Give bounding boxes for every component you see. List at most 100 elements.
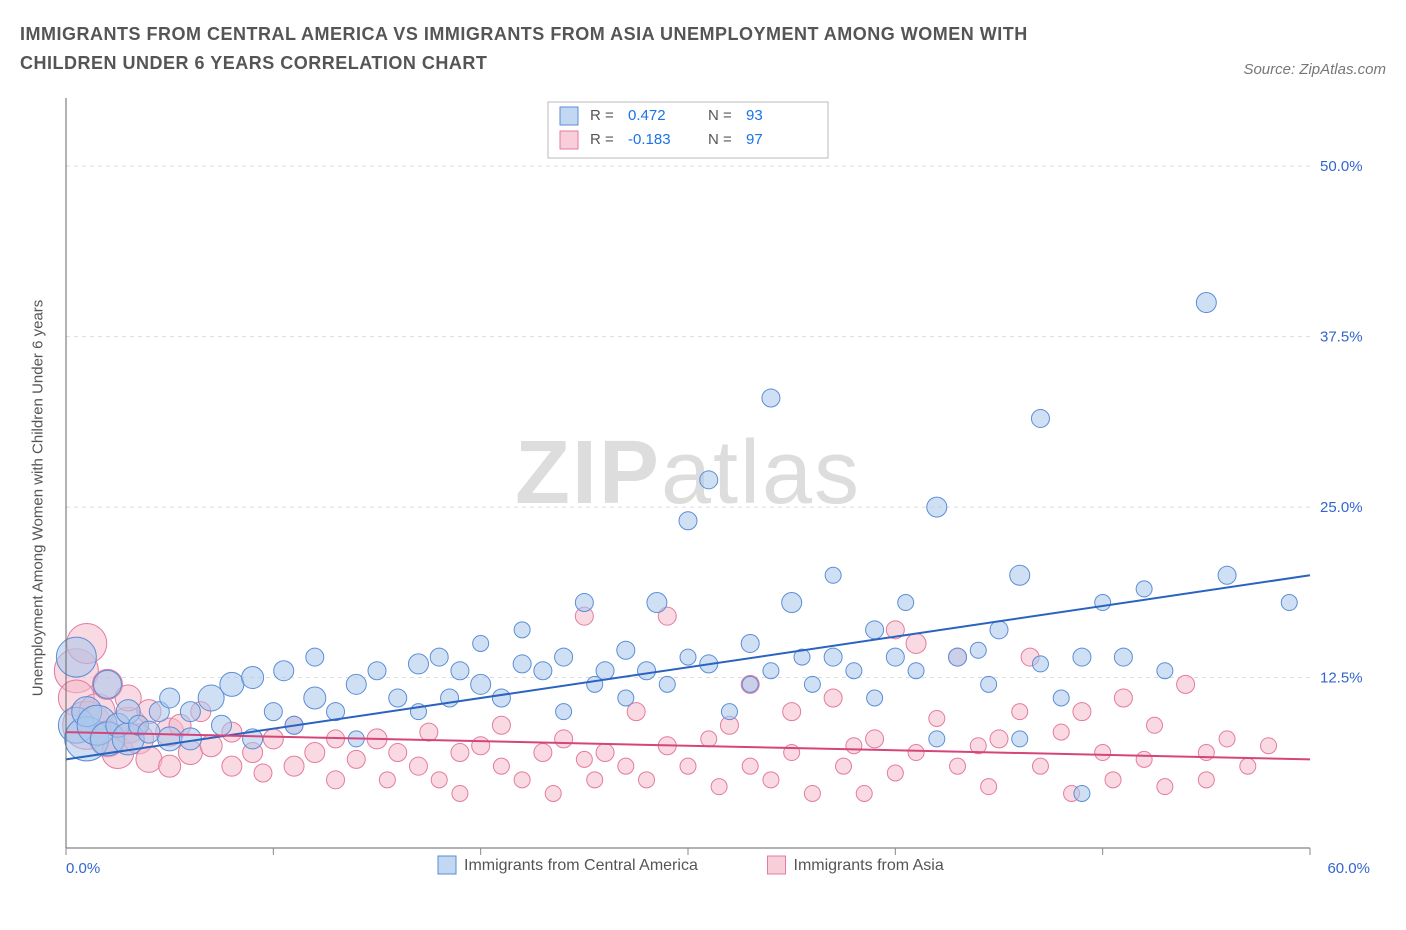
data-point: [222, 756, 242, 776]
data-point: [493, 758, 509, 774]
data-point: [347, 750, 365, 768]
data-point: [887, 765, 903, 781]
data-point: [180, 701, 200, 721]
data-point: [929, 710, 945, 726]
data-point: [1157, 778, 1173, 794]
scatter-chart: 12.5%25.0%37.5%50.0%ZIPatlas0.0%60.0%Imm…: [20, 88, 1386, 908]
stats-swatch: [560, 107, 578, 125]
y-tick-label: 12.5%: [1320, 669, 1363, 686]
data-point: [575, 593, 593, 611]
data-point: [824, 689, 842, 707]
data-point: [804, 676, 820, 692]
data-point: [804, 785, 820, 801]
data-point: [274, 660, 294, 680]
data-point: [782, 592, 802, 612]
stat-n-label: N =: [708, 131, 732, 148]
data-point: [93, 670, 121, 698]
data-point: [741, 634, 759, 652]
data-point: [929, 731, 945, 747]
data-point: [1074, 785, 1090, 801]
data-point: [1053, 690, 1069, 706]
chart-area: Unemployment Among Women with Children U…: [20, 88, 1386, 908]
legend-swatch: [438, 856, 456, 874]
data-point: [742, 676, 758, 692]
data-point: [867, 690, 883, 706]
data-point: [473, 635, 489, 651]
data-point: [1196, 292, 1216, 312]
data-point: [576, 751, 592, 767]
data-point: [1073, 648, 1091, 666]
chart-title: IMMIGRANTS FROM CENTRAL AMERICA VS IMMIG…: [20, 20, 1120, 78]
data-point: [452, 785, 468, 801]
data-point: [242, 666, 264, 688]
data-point: [825, 567, 841, 583]
data-point: [618, 690, 634, 706]
stat-r-value: 0.472: [628, 107, 666, 124]
data-point: [1053, 724, 1069, 740]
stat-n-value: 93: [746, 107, 763, 124]
data-point: [1031, 409, 1049, 427]
data-point: [1095, 744, 1111, 760]
data-point: [1261, 737, 1277, 753]
legend-swatch: [768, 856, 786, 874]
data-point: [492, 716, 510, 734]
data-point: [970, 642, 986, 658]
source-label: Source: ZipAtlas.com: [1243, 61, 1386, 78]
data-point: [389, 689, 407, 707]
data-point: [513, 655, 531, 673]
data-point: [138, 721, 160, 743]
data-point: [220, 672, 244, 696]
data-point: [1177, 675, 1195, 693]
data-point: [514, 621, 530, 637]
data-point: [866, 620, 884, 638]
data-point: [596, 743, 614, 761]
data-point: [981, 778, 997, 794]
data-point: [898, 594, 914, 610]
y-axis-title: Unemployment Among Women with Children U…: [30, 299, 47, 696]
data-point: [1105, 771, 1121, 787]
data-point: [471, 674, 491, 694]
data-point: [264, 702, 282, 720]
data-point: [638, 661, 656, 679]
data-point: [159, 755, 181, 777]
data-point: [1136, 751, 1152, 767]
data-point: [492, 689, 510, 707]
data-point: [866, 730, 884, 748]
data-point: [1281, 594, 1297, 610]
data-point: [1219, 731, 1235, 747]
data-point: [451, 743, 469, 761]
y-tick-label: 50.0%: [1320, 158, 1363, 175]
data-point: [949, 648, 967, 666]
data-point: [451, 661, 469, 679]
data-point: [721, 703, 737, 719]
data-point: [1114, 648, 1132, 666]
data-point: [555, 730, 573, 748]
data-point: [56, 637, 96, 677]
data-point: [430, 648, 448, 666]
data-point: [763, 662, 779, 678]
data-point: [1032, 758, 1048, 774]
data-point: [990, 730, 1008, 748]
data-point: [160, 688, 180, 708]
data-point: [1010, 565, 1030, 585]
stat-n-label: N =: [708, 107, 732, 124]
x-max-label: 60.0%: [1327, 860, 1370, 877]
data-point: [836, 758, 852, 774]
data-point: [680, 649, 696, 665]
data-point: [762, 389, 780, 407]
data-point: [1012, 703, 1028, 719]
data-point: [742, 758, 758, 774]
data-point: [304, 687, 326, 709]
data-point: [908, 744, 924, 760]
data-point: [472, 736, 490, 754]
data-point: [1114, 689, 1132, 707]
data-point: [680, 758, 696, 774]
data-point: [254, 764, 272, 782]
data-point: [212, 715, 232, 735]
data-point: [420, 723, 438, 741]
data-point: [856, 785, 872, 801]
stat-r-label: R =: [590, 107, 614, 124]
data-point: [906, 633, 926, 653]
data-point: [1012, 731, 1028, 747]
data-point: [587, 771, 603, 787]
